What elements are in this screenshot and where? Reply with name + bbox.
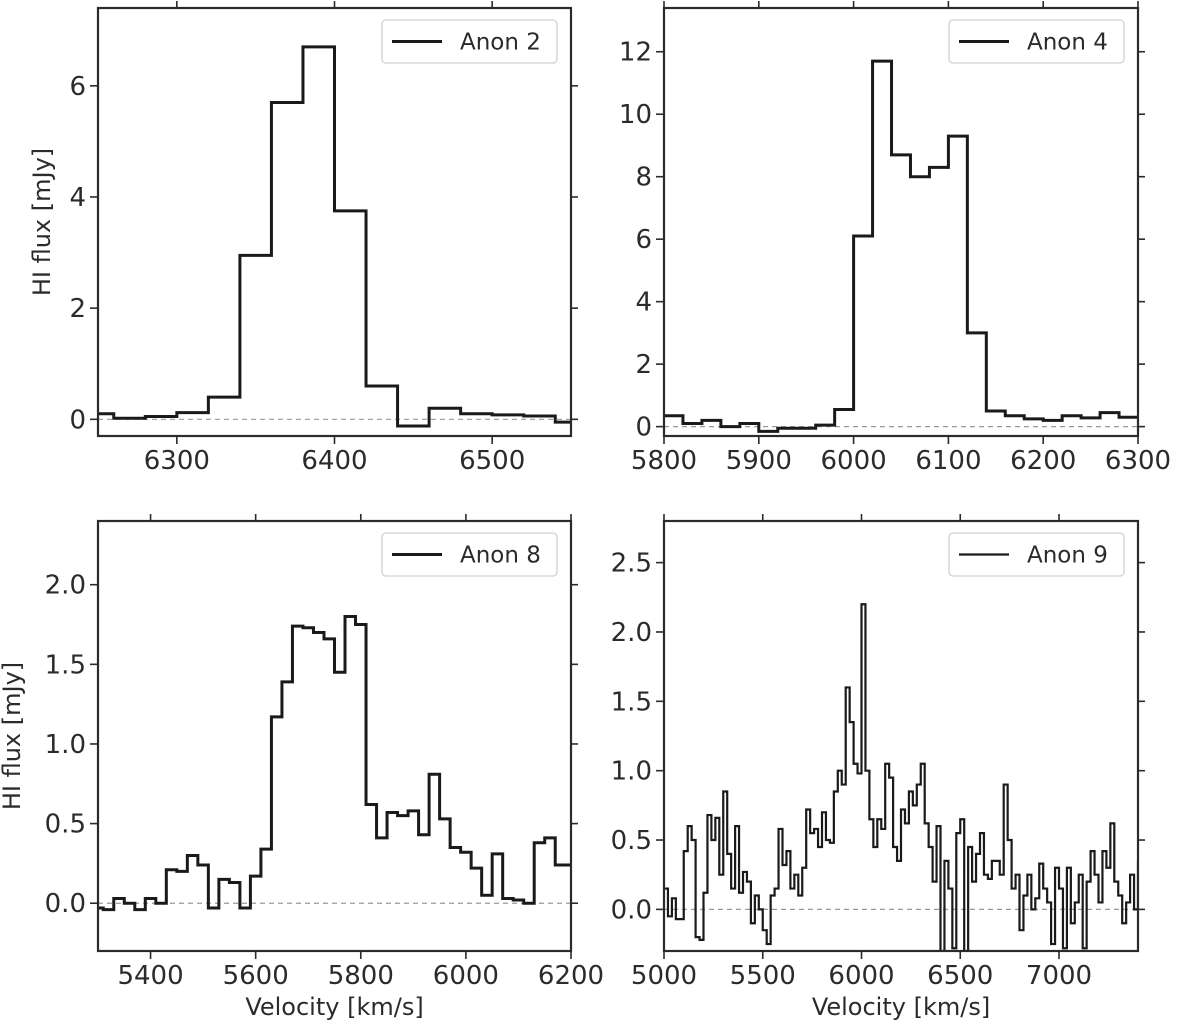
y-tick-label: 0 — [635, 413, 652, 443]
x-tick-label: 6200 — [1010, 446, 1076, 476]
legend-box — [948, 532, 1125, 577]
x-tick-label: 6100 — [915, 446, 981, 476]
y-tick-label: 0 — [69, 405, 86, 435]
y-tick-label: 8 — [635, 163, 652, 193]
x-axis-label: Velocity [km/s] — [812, 993, 990, 1021]
y-tick-label: 4 — [69, 183, 86, 213]
legend: Anon 2 — [381, 19, 558, 64]
y-tick-label: 0.0 — [611, 895, 652, 925]
y-tick-label: 0.5 — [611, 826, 652, 856]
legend: Anon 8 — [381, 532, 558, 577]
y-axis-label: HI flux [mJy] — [0, 662, 26, 810]
legend-box — [948, 19, 1125, 64]
legend: Anon 4 — [948, 19, 1125, 64]
y-tick-label: 6 — [69, 72, 86, 102]
y-tick-label: 6 — [635, 225, 652, 255]
x-tick-label: 5900 — [726, 446, 792, 476]
y-tick-label: 0.5 — [45, 810, 86, 840]
y-tick-label: 1.5 — [45, 650, 86, 680]
x-tick-label: 5500 — [730, 961, 796, 991]
y-tick-label: 2 — [69, 294, 86, 324]
y-tick-label: 12 — [619, 38, 652, 68]
x-tick-label: 6000 — [433, 961, 499, 991]
x-tick-label: 5600 — [223, 961, 289, 991]
x-tick-label: 6300 — [1105, 446, 1171, 476]
panel-3: 5400 5600 5800 6000 6200 0.0 0.5 1.0 1.5 2.0 HI fl… — [0, 514, 604, 1021]
x-tick-label: 6400 — [301, 446, 367, 476]
y-tick-label: 10 — [619, 100, 652, 130]
legend-label: Anon 2 — [460, 30, 541, 56]
y-tick-label: 2 — [635, 350, 652, 380]
y-tick-label: 2.5 — [611, 549, 652, 579]
x-tick-label: 6500 — [459, 446, 525, 476]
legend: Anon 9 — [948, 532, 1125, 577]
plot-frame — [96, 519, 573, 953]
x-tick-label: 6300 — [144, 446, 210, 476]
y-tick-label: 2.0 — [611, 618, 652, 648]
legend-box — [381, 532, 558, 577]
y-tick-label: 2.0 — [45, 571, 86, 601]
legend-box — [381, 19, 558, 64]
x-tick-label: 6000 — [828, 961, 894, 991]
x-tick-label: 5000 — [631, 961, 697, 991]
y-tick-label: 4 — [635, 288, 652, 318]
x-tick-label: 5400 — [117, 961, 183, 991]
x-tick-label: 7000 — [1026, 961, 1092, 991]
series-line — [98, 45, 571, 428]
y-tick-label: 0.0 — [45, 889, 86, 919]
series-line — [664, 603, 1138, 951]
panel-2: 5800 5900 6000 6100 6200 6300 0 2 4 6 8 10 12 Anon 4 — [619, 1, 1171, 476]
x-tick-label: 6200 — [538, 961, 604, 991]
legend-label: Anon 4 — [1027, 30, 1108, 56]
x-tick-label: 5800 — [631, 446, 697, 476]
x-axis-label: Velocity [km/s] — [245, 993, 423, 1021]
panel-4: 5000 5500 6000 6500 7000 0.0 0.5 1.0 1.5 2.0 2.5 Ve… — [611, 514, 1145, 1021]
series-line — [664, 59, 1138, 433]
y-axis-label: HI flux [mJy] — [28, 148, 56, 296]
x-tick-label: 6500 — [927, 961, 993, 991]
legend-label: Anon 8 — [460, 543, 541, 569]
x-tick-label: 5800 — [328, 961, 394, 991]
panel-1: 6300 6400 6500 0 2 4 6 HI flux [mJy] Anon 2 — [28, 1, 578, 476]
y-tick-label: 1.0 — [45, 730, 86, 760]
series-line — [98, 615, 571, 912]
plot-frame — [662, 6, 1140, 438]
x-tick-label: 6000 — [821, 446, 887, 476]
y-tick-label: 1.5 — [611, 687, 652, 717]
legend-label: Anon 9 — [1027, 543, 1108, 569]
plot-frame — [662, 519, 1140, 953]
y-tick-label: 1.0 — [611, 757, 652, 787]
